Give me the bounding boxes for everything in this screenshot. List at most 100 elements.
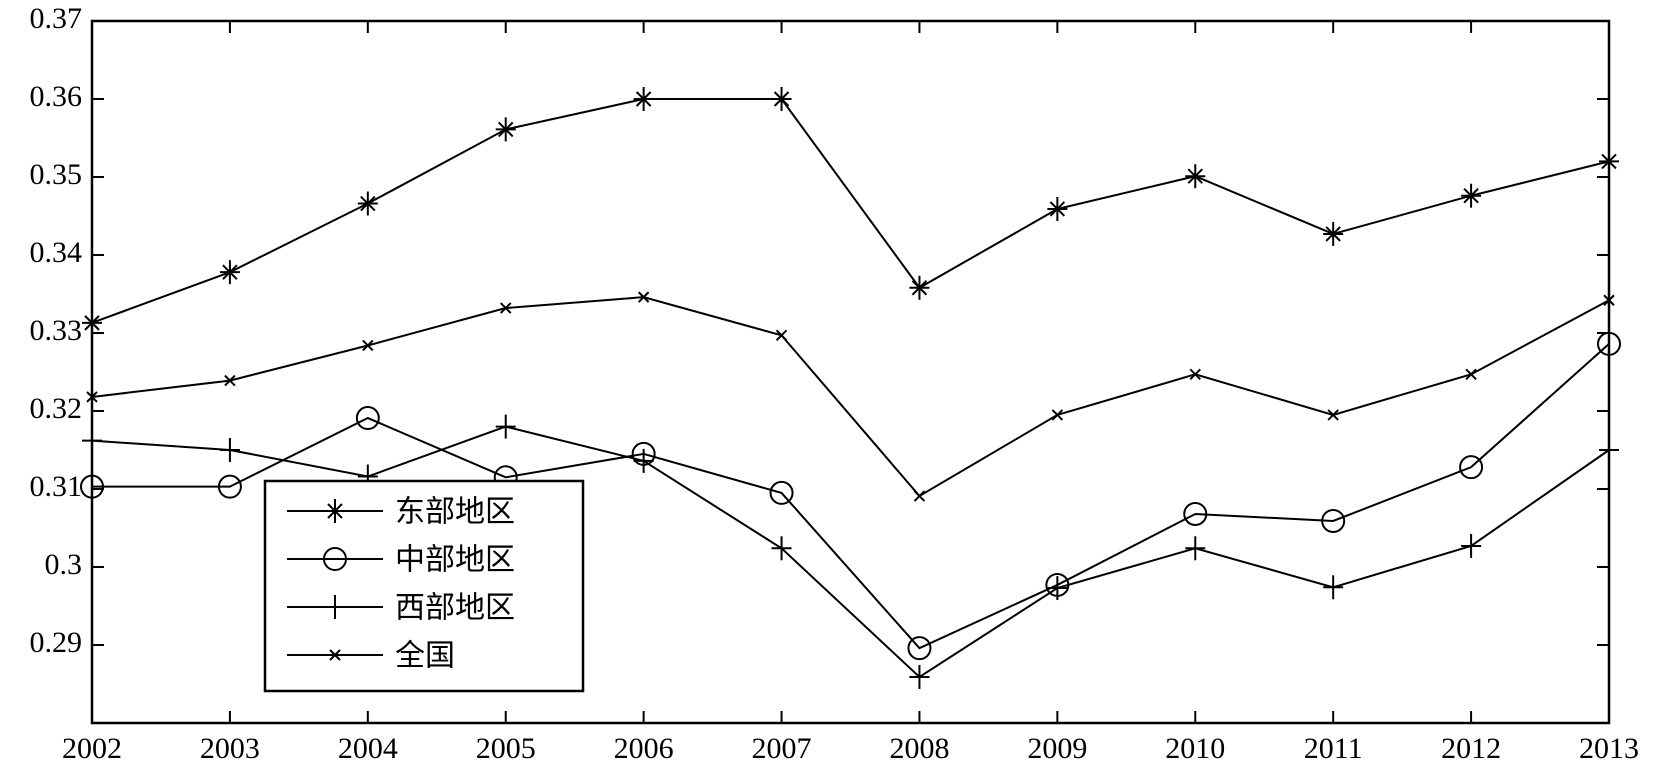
marker-stroke [329,649,341,661]
marker [769,480,794,505]
marker [913,490,926,502]
marker [1323,575,1344,600]
legend-label: 东部地区 [395,495,515,530]
marker [500,302,512,314]
marker-circle [769,480,794,505]
marker-stroke [86,391,98,403]
marker-stroke [1601,153,1617,170]
marker-stroke [500,302,512,314]
series-line [91,98,1610,324]
marker [357,191,378,216]
marker-stroke [1603,294,1615,306]
marker-stroke [1189,368,1201,381]
marker [1599,149,1619,174]
marker-stroke [1463,188,1479,204]
y-tick-label: 0.3 [45,548,83,581]
x-tick-label: 2009 [1027,732,1087,765]
marker [86,391,98,403]
marker-stroke [775,329,788,342]
x-tick-label: 2008 [889,732,949,765]
marker-stroke [222,264,238,280]
marker-circle [323,547,347,571]
x-tick-label: 2003 [200,732,260,765]
marker-circle [1597,331,1621,356]
marker [217,474,242,499]
marker-stroke [1465,368,1477,381]
marker [775,329,788,342]
marker [1051,409,1064,421]
marker [355,406,380,431]
y-tick-label: 0.35 [30,158,83,191]
marker-stroke [1325,226,1341,242]
x-tick-label: 2005 [476,732,536,765]
x-tick-label: 2013 [1579,732,1639,765]
series-line [92,343,1610,650]
y-tick-label: 0.34 [30,236,83,269]
marker [637,291,650,303]
marker-stroke [224,374,236,387]
y-tick-label: 0.37 [30,2,83,35]
marker [1459,455,1484,480]
marker [1599,438,1619,462]
marker [325,499,345,523]
y-tick-label: 0.32 [30,392,83,425]
marker [909,275,930,300]
series-line [91,425,1610,679]
marker [219,438,240,462]
marker [633,87,654,111]
x-tick-label: 2002 [62,732,122,765]
marker [1183,501,1208,526]
marker-circle [1459,455,1484,480]
x-tick-label: 2007 [752,732,812,765]
marker-stroke [1051,409,1064,421]
series-line [91,296,1610,498]
marker-stroke [84,315,100,331]
marker [1047,576,1068,601]
marker [219,260,240,285]
marker [1461,183,1482,208]
marker [495,414,516,439]
marker-stroke [1049,201,1066,217]
marker [1461,533,1482,558]
marker [80,474,104,499]
marker-circle [80,474,104,499]
marker-stroke [637,291,650,303]
marker [909,664,930,689]
marker [495,117,516,142]
y-tick-label: 0.29 [30,626,83,659]
legend-label: 中部地区 [395,543,515,578]
marker [771,536,792,561]
marker-stroke [498,121,514,138]
marker-stroke [635,91,652,107]
marker-circle [355,406,380,431]
marker [323,547,347,571]
marker-stroke [327,503,343,519]
marker-stroke [1327,409,1339,421]
marker [1327,409,1339,421]
marker [1189,368,1201,381]
x-tick-label: 2004 [338,732,398,765]
marker [1465,368,1477,381]
marker [1603,294,1615,306]
marker-stroke [911,280,928,296]
marker [82,428,102,453]
y-tick-label: 0.33 [30,314,83,347]
y-tick-label: 0.31 [30,470,83,503]
marker-stroke [360,195,376,212]
marker [633,448,654,473]
marker [1185,164,1206,189]
marker [1321,508,1346,533]
marker [224,374,236,387]
marker [1185,536,1206,561]
marker-stroke [362,339,374,352]
marker-circle [217,474,242,499]
x-tick-label: 2010 [1165,732,1225,765]
x-tick-label: 2011 [1304,732,1363,765]
marker-circle [1321,508,1346,533]
legend-label: 西部地区 [395,591,515,626]
marker-stroke [773,91,790,107]
x-tick-label: 2012 [1441,732,1501,765]
marker [1323,221,1344,246]
